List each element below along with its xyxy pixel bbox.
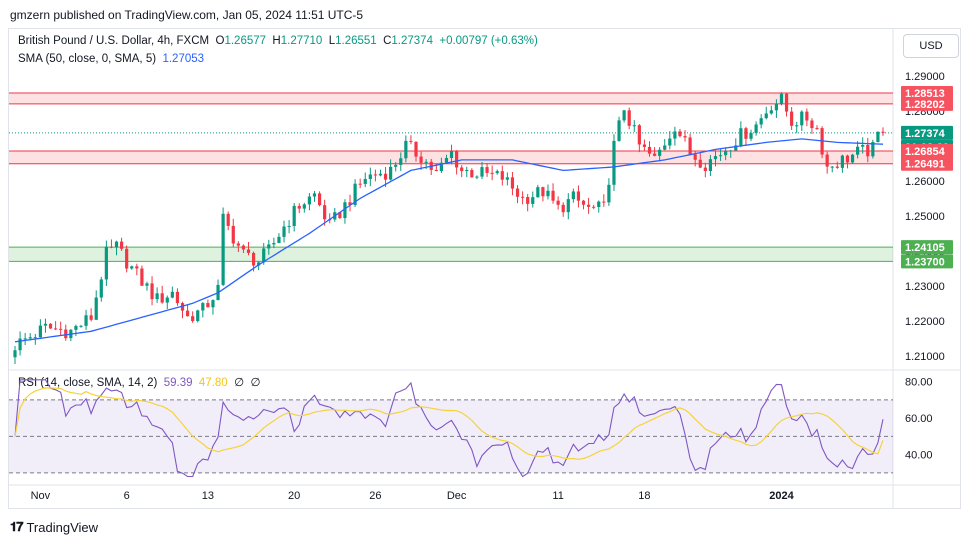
chart-frame: [8, 28, 961, 509]
open-value: 1.26577: [224, 35, 267, 47]
rsi-label: RSI (14, close, SMA, 14, 2): [18, 377, 158, 389]
tradingview-logo-icon: 𝟏𝟕: [10, 519, 24, 534]
main-legend: British Pound / U.S. Dollar, 4h, FXCM O1…: [18, 35, 538, 47]
instrument-title: British Pound / U.S. Dollar, 4h, FXCM: [18, 35, 210, 47]
publisher-line: gmzern published on TradingView.com, Jan…: [10, 8, 364, 22]
sma-legend: SMA (50, close, 0, SMA, 5) 1.27053: [18, 53, 204, 65]
rsi-extra-1: ∅: [234, 377, 245, 389]
low-value: 1.26551: [335, 35, 377, 47]
rsi-legend: RSI (14, close, SMA, 14, 2) 59.39 47.80 …: [18, 375, 261, 389]
low-label: L: [328, 35, 336, 47]
high-value: 1.27710: [280, 35, 323, 47]
rsi-extra-2: ∅: [250, 377, 261, 389]
rsi-value: 59.39: [163, 377, 193, 389]
brand-name: TradingView: [26, 519, 99, 535]
close-value: 1.27374: [391, 35, 433, 47]
sma-value: 1.27053: [162, 53, 205, 65]
tradingview-logo: 𝟏𝟕 TradingView: [10, 519, 98, 535]
change-value: +0.00797 (+0.63%): [439, 35, 538, 47]
open-label: O: [215, 35, 225, 47]
sma-label: SMA (50, close, 0, SMA, 5): [18, 53, 157, 65]
high-label: H: [272, 35, 281, 47]
currency-button[interactable]: USD: [903, 34, 959, 58]
close-label: C: [383, 35, 392, 47]
rsi-ma-value: 47.80: [198, 377, 228, 389]
